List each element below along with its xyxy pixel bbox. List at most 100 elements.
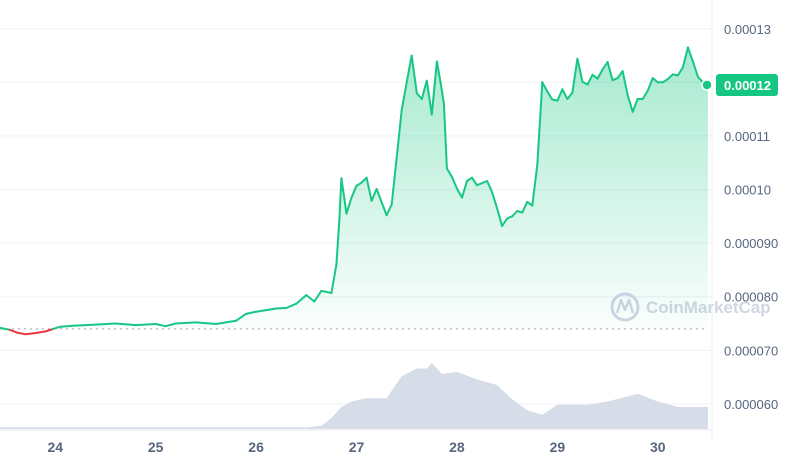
price-line-segment bbox=[285, 302, 298, 309]
y-tick-label: 0.000080 bbox=[724, 290, 778, 305]
price-line-segment bbox=[154, 323, 167, 328]
price-line-segment bbox=[442, 102, 448, 170]
price-line-segment bbox=[340, 177, 348, 215]
price-line-segment bbox=[621, 70, 629, 97]
price-line-segment bbox=[94, 322, 117, 326]
price-line-segment bbox=[536, 81, 544, 166]
price-line-segment bbox=[651, 77, 659, 84]
price-line-segment bbox=[134, 323, 157, 327]
price-line-segment bbox=[596, 68, 604, 80]
price-line-segment bbox=[435, 60, 442, 86]
x-axis: 24 25 26 27 28 29 30 bbox=[47, 439, 665, 455]
price-line-segment bbox=[646, 77, 654, 92]
price-line-segment bbox=[405, 54, 413, 84]
price-line bbox=[0, 46, 709, 336]
y-tick-label: 0.00013 bbox=[724, 22, 771, 37]
price-line-segment bbox=[486, 180, 494, 194]
current-price-badge-bg bbox=[716, 74, 778, 97]
price-line-segment bbox=[501, 217, 509, 227]
price-line-segment bbox=[305, 294, 316, 303]
price-line-segment bbox=[320, 289, 333, 294]
price-line-segment bbox=[74, 323, 97, 327]
price-line-segment bbox=[400, 81, 408, 112]
price-line-segment bbox=[410, 54, 418, 95]
price-line-segment bbox=[44, 327, 55, 333]
price-line-segment bbox=[546, 90, 554, 101]
price-line-segment bbox=[52, 325, 62, 330]
price-line-segment bbox=[313, 289, 323, 303]
price-line-segment bbox=[666, 73, 674, 81]
x-tick-label: 25 bbox=[148, 439, 164, 455]
price-line-segment bbox=[164, 322, 177, 328]
price-line-segment bbox=[360, 176, 368, 184]
y-tick-label: 0.000060 bbox=[724, 397, 778, 412]
last-price-dot bbox=[701, 79, 713, 91]
x-tick-label: 30 bbox=[650, 439, 666, 455]
price-line-segment bbox=[681, 46, 689, 69]
y-tick-label: 0.00010 bbox=[724, 183, 771, 198]
price-line-segment bbox=[330, 263, 338, 294]
price-line-segment bbox=[461, 180, 468, 199]
price-line-segment bbox=[601, 61, 609, 71]
price-line-segment bbox=[616, 70, 624, 80]
price-line-segment bbox=[9, 328, 19, 334]
price-line-segment bbox=[591, 73, 599, 80]
price-line-segment bbox=[566, 91, 574, 100]
price-line-segment bbox=[641, 89, 649, 100]
price-line-segment bbox=[194, 321, 217, 325]
price-line-segment bbox=[450, 175, 458, 190]
price-line-segment bbox=[59, 324, 77, 328]
price-line-segment bbox=[375, 188, 388, 217]
price-line-segment bbox=[496, 207, 504, 227]
price-line-segment bbox=[471, 176, 478, 187]
price-line-segment bbox=[370, 188, 378, 202]
price-line-segment bbox=[676, 66, 684, 77]
price-line-segment bbox=[556, 88, 564, 102]
price-line-segment bbox=[345, 196, 353, 215]
price-line-segment bbox=[275, 307, 288, 310]
price-line-segment bbox=[425, 79, 433, 116]
price-line-segment bbox=[34, 330, 47, 335]
price-line-segment bbox=[335, 218, 341, 266]
current-price-badge: 0.00012 bbox=[716, 74, 778, 97]
price-line-segment bbox=[626, 94, 634, 113]
price-line-segment bbox=[395, 109, 403, 159]
price-line-segment bbox=[531, 163, 539, 207]
x-tick-label: 24 bbox=[47, 439, 63, 455]
price-line-segment bbox=[338, 177, 343, 220]
y-tick-label: 0.000070 bbox=[724, 343, 778, 358]
price-line-segment bbox=[174, 321, 197, 325]
price-line-segment bbox=[541, 81, 549, 93]
price-line-segment bbox=[415, 92, 423, 100]
price-line-segment bbox=[571, 57, 579, 94]
x-tick-label: 27 bbox=[349, 439, 365, 455]
price-line-segment bbox=[586, 73, 594, 86]
price-line-segment bbox=[214, 319, 237, 325]
x-tick-label: 26 bbox=[248, 439, 264, 455]
price-line-segment bbox=[114, 322, 137, 327]
volume-area bbox=[0, 363, 708, 429]
price-line-segment bbox=[606, 61, 614, 82]
price-line-segment bbox=[430, 60, 438, 116]
price-line-segment bbox=[295, 294, 308, 305]
x-tick-label: 28 bbox=[449, 439, 465, 455]
price-line-segment bbox=[350, 184, 358, 199]
price-line-segment bbox=[697, 76, 704, 84]
price-line-segment bbox=[476, 180, 489, 187]
y-tick-label: 0.00011 bbox=[724, 129, 770, 144]
price-line-segment bbox=[455, 187, 463, 199]
price-line-segment bbox=[561, 88, 569, 100]
price-line-segment bbox=[390, 156, 398, 206]
price-line-segment bbox=[0, 326, 11, 331]
price-line-segment bbox=[235, 312, 247, 322]
price-line-segment bbox=[686, 46, 694, 63]
price-line-segment bbox=[385, 203, 393, 217]
current-price-label: 0.00012 bbox=[724, 78, 771, 93]
price-line-segment bbox=[576, 57, 584, 83]
price-line-segment bbox=[445, 167, 453, 178]
price-line-segment bbox=[631, 98, 639, 113]
price-line-segment bbox=[255, 307, 278, 313]
price-line-segment bbox=[511, 210, 519, 218]
x-tick-label: 29 bbox=[550, 439, 566, 455]
